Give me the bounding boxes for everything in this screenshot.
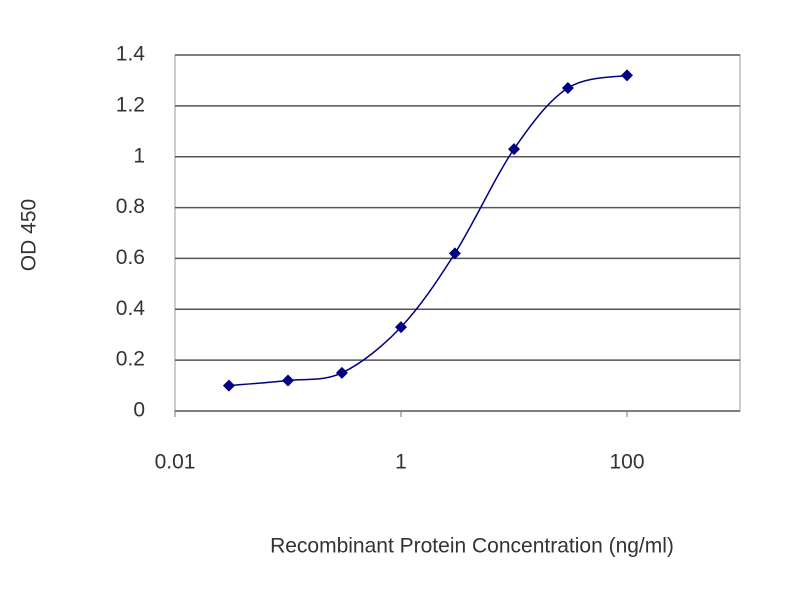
- y-tick-label: 0: [133, 399, 145, 422]
- y-tick-label: 1.2: [116, 93, 145, 116]
- y-tick-label: 1: [133, 144, 145, 167]
- data-point: [335, 366, 348, 379]
- x-tick-label: 1: [395, 451, 407, 474]
- y-tick-label: 0.8: [116, 195, 145, 218]
- data-point: [621, 69, 633, 82]
- y-tick-label: 0.4: [116, 297, 146, 320]
- plot-frame: [174, 54, 741, 412]
- x-axis-label: Recombinant Protein Concentration (ng/ml…: [270, 535, 674, 558]
- data-point: [561, 82, 574, 95]
- series-line: [228, 74, 628, 387]
- data-point: [395, 321, 407, 334]
- y-tick-label: 1.4: [116, 43, 146, 66]
- data-point: [448, 247, 461, 260]
- y-tick-label: 0.2: [116, 348, 145, 371]
- x-tick-label: 0.01: [155, 451, 196, 474]
- y-tick-label: 0.6: [116, 246, 145, 269]
- data-point: [508, 143, 520, 156]
- y-axis-label: OD 450: [18, 199, 41, 271]
- data-point: [282, 374, 294, 387]
- x-tick-label: 100: [609, 451, 644, 474]
- data-point: [222, 379, 235, 392]
